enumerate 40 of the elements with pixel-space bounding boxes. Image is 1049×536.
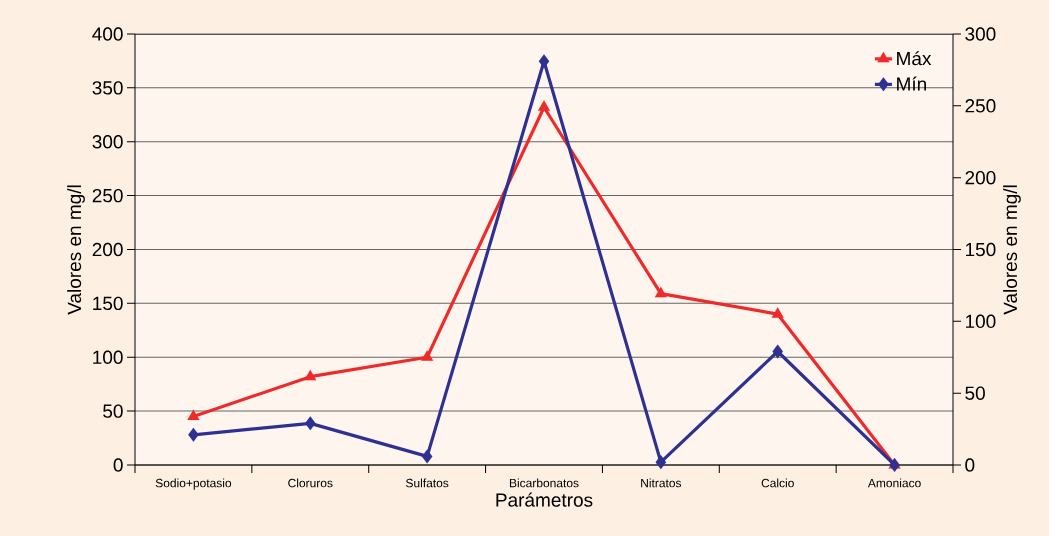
x-tick-label: Calcio bbox=[761, 478, 794, 488]
y2-tick-label: 150 bbox=[965, 242, 996, 257]
x-tick-label: Sodio+potasio bbox=[155, 478, 232, 490]
y-tick-label: 400 bbox=[92, 27, 123, 41]
y-tick-label: 50 bbox=[103, 404, 123, 418]
legend-label: Máx bbox=[897, 51, 932, 66]
y2-axis-title: Valores en mg/l bbox=[1003, 185, 1021, 315]
point bbox=[304, 369, 317, 381]
y-tick-label: 300 bbox=[92, 135, 123, 149]
x-tick-label: Bicarbonatos bbox=[509, 478, 579, 488]
point bbox=[538, 54, 550, 69]
y-tick-label: 350 bbox=[92, 81, 123, 95]
x-tick-label: Amoniaco bbox=[867, 478, 921, 488]
point bbox=[421, 350, 434, 361]
point bbox=[537, 100, 551, 111]
point bbox=[187, 409, 200, 421]
y2-tick-label: 0 bbox=[965, 458, 975, 472]
y2-tick-label: 300 bbox=[965, 27, 996, 41]
y-tick-label: 0 bbox=[113, 458, 123, 472]
point bbox=[421, 449, 433, 464]
y-tick-label: 150 bbox=[93, 296, 123, 311]
y-axis-title: Valores en mg/l bbox=[67, 185, 85, 315]
legend-label: Mín bbox=[897, 76, 926, 91]
x-axis-title: Parámetros bbox=[496, 492, 593, 507]
point bbox=[304, 416, 316, 431]
y2-tick-label: 250 bbox=[965, 99, 996, 113]
y2-tick-label: 100 bbox=[965, 314, 996, 329]
y2-tick-label: 200 bbox=[965, 170, 996, 185]
point bbox=[654, 286, 667, 298]
y-tick-label: 200 bbox=[92, 242, 123, 257]
y-tick-label: 100 bbox=[93, 350, 123, 364]
point bbox=[771, 307, 784, 318]
y-tick-label: 250 bbox=[92, 188, 123, 203]
point bbox=[655, 455, 667, 470]
x-tick-label: Nitratos bbox=[641, 478, 682, 488]
point bbox=[772, 344, 784, 359]
y2-tick-label: 50 bbox=[965, 386, 985, 400]
point bbox=[188, 427, 199, 442]
x-tick-label: Cloruros bbox=[288, 478, 333, 488]
x-tick-label: Sulfatos bbox=[406, 478, 449, 488]
